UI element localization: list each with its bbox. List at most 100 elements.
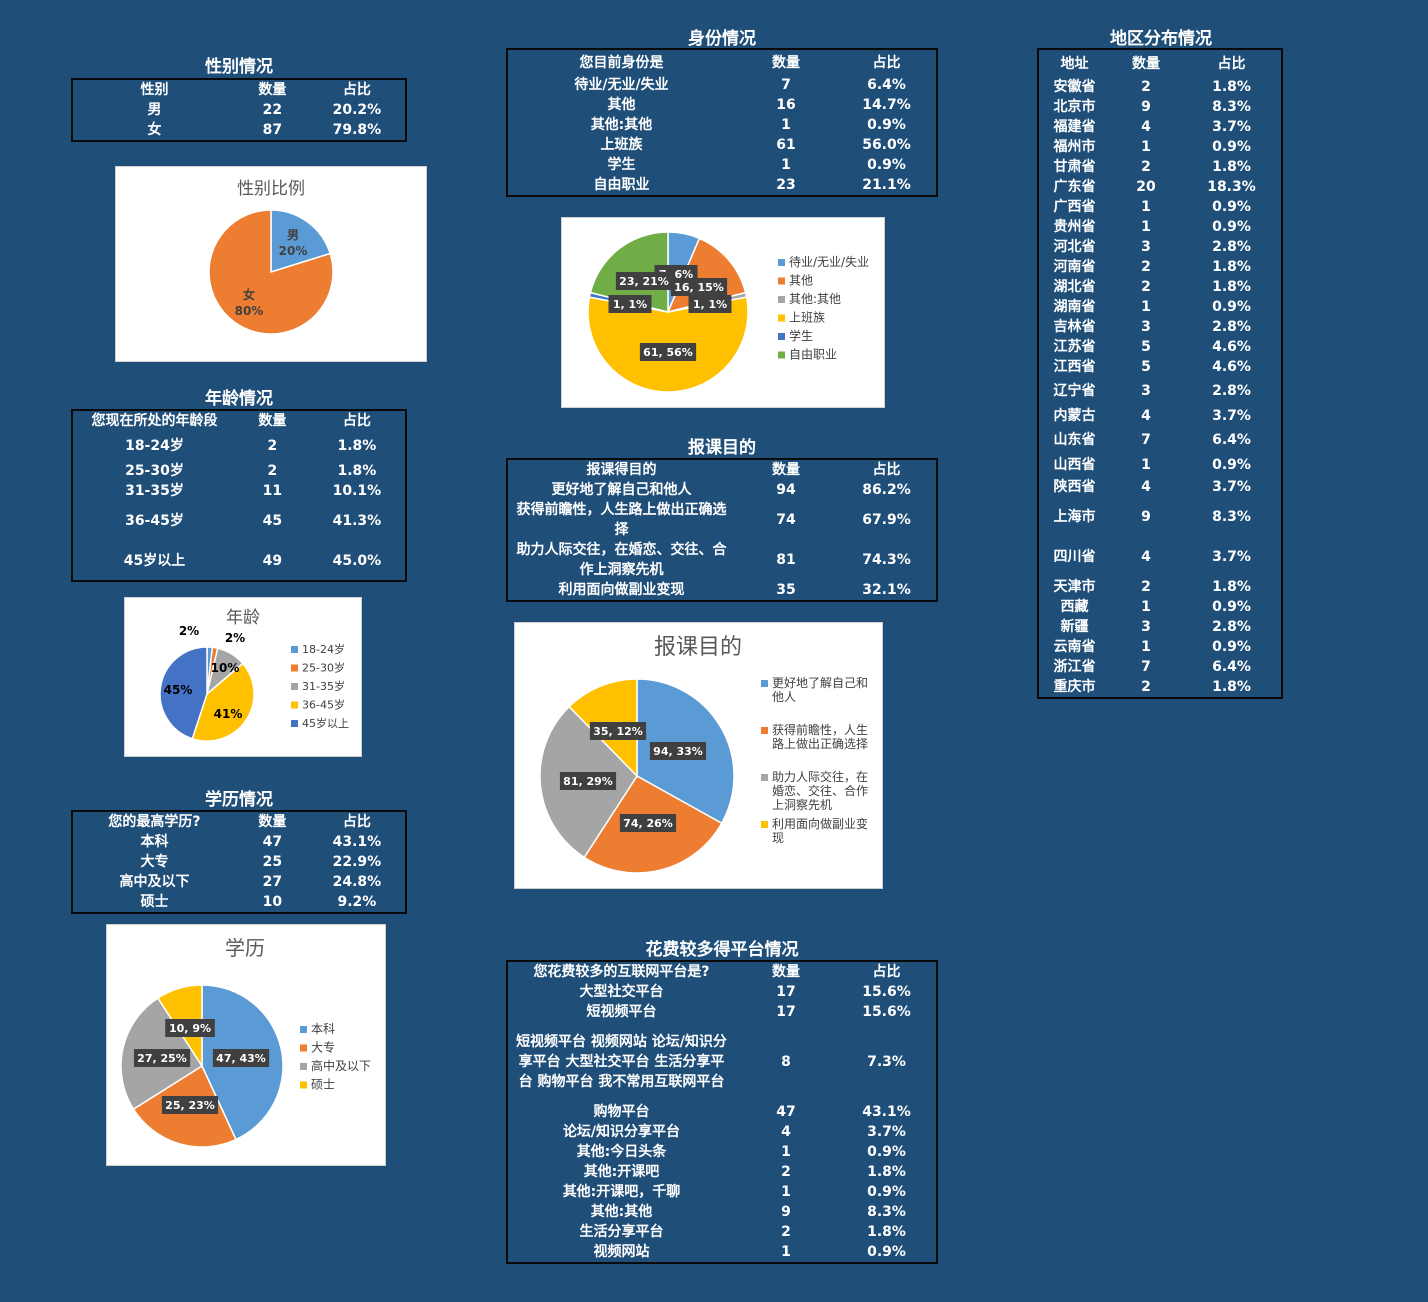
education-chart-card: 47, 43% 25, 23% 27, 25% 10, 9% 学历 本科 大专 高中及以下 硕士 — [106, 924, 386, 1166]
region-cell: 2 — [1141, 159, 1151, 175]
region-cell: 福建省 — [1053, 119, 1096, 135]
legend-swatch — [761, 821, 768, 828]
legend-swatch — [300, 1044, 307, 1052]
legend-swatch — [300, 1063, 307, 1070]
gender-cell: 87 — [262, 122, 283, 138]
identity-header-row: 您目前身份是 数量 占比 — [507, 49, 937, 75]
education-cell: 47 — [262, 834, 283, 850]
age-cell: 25-30岁 — [125, 463, 184, 479]
identity-cell: 学生 — [607, 157, 636, 173]
region-cell: 3.7% — [1212, 479, 1251, 495]
data-label: 20% — [279, 244, 308, 258]
age-header-cell: 您现在所处的年龄段 — [91, 413, 218, 429]
purpose-cell: 利用面向做副业变现 — [558, 582, 685, 598]
legend-swatch — [761, 727, 768, 734]
gender-pie-chart: 男 20% 女 80% 性别比例 — [208, 179, 334, 335]
identity-row: 其他 16 14.7% — [507, 95, 937, 115]
platform-cell: 47 — [776, 1104, 796, 1120]
purpose-cell: 更好地了解自己和他人 — [551, 482, 692, 498]
purpose-pie-chart: 94, 33% 74, 26% 81, 29% 35, 12% 报课目的更好地了解自己和… — [539, 635, 868, 874]
purpose-cell: 32.1% — [862, 582, 911, 598]
legend-entry: 路上做出正确选择 — [772, 736, 868, 751]
region-cell: 7 — [1141, 432, 1151, 448]
platform-cell: 15.6% — [862, 1004, 911, 1020]
identity-header-cell: 您目前身份是 — [579, 54, 664, 71]
region-row: 天津市 2 1.8% — [1038, 577, 1282, 597]
legend-swatch — [291, 701, 298, 709]
data-label-box — [615, 272, 673, 290]
education-row: 硕士 10 9.2% — [72, 892, 406, 913]
region-cell: 重庆市 — [1053, 679, 1096, 695]
data-label: 23, 21% — [619, 275, 669, 288]
region-cell: 3 — [1141, 319, 1151, 335]
platform-cell: 短视频平台 视频网站 论坛/知识分享平台 大型社交平台 生活分享平台 购物平台 … — [516, 1034, 727, 1090]
platform-cell: 8 — [781, 1054, 791, 1070]
region-cell: 9 — [1141, 509, 1151, 525]
data-label: 27, 25% — [137, 1052, 187, 1065]
region-cell: 1.8% — [1212, 279, 1251, 295]
age-cell: 2 — [267, 438, 278, 454]
region-cell: 2 — [1141, 279, 1151, 295]
legend-entry: 待业/无业/失业 — [789, 254, 869, 269]
region-cell: 6.4% — [1212, 432, 1251, 448]
identity-cell: 上班族 — [600, 137, 643, 153]
age-header-cell: 占比 — [342, 413, 371, 429]
platform-header-cell: 您花费较多的互联网平台是? — [533, 964, 710, 980]
region-cell: 3 — [1141, 619, 1151, 635]
purpose-row: 更好地了解自己和他人 94 86.2% — [507, 480, 937, 500]
chart-title: 性别比例 — [237, 179, 305, 199]
region-row: 陕西省 4 3.7% — [1038, 477, 1282, 497]
region-cell: 内蒙古 — [1053, 408, 1096, 424]
purpose-header-cell: 报课得目的 — [586, 462, 657, 478]
identity-cell: 6.4% — [867, 77, 906, 93]
region-header-cell: 数量 — [1132, 55, 1160, 72]
region-cell: 河北省 — [1053, 239, 1096, 255]
platform-cell: 2 — [781, 1224, 791, 1240]
region-header-cell: 占比 — [1217, 55, 1246, 72]
platform-row: 短视频平台 17 15.6% — [507, 1002, 937, 1022]
region-cell: 2 — [1141, 679, 1151, 695]
data-label: 2% — [179, 624, 199, 638]
identity-table: 您目前身份是 数量 占比 待业/无业/失业 7 6.4% 其他 16 14.7% 其他:其他 1 0.… — [506, 48, 938, 197]
region-cell: 1.8% — [1212, 579, 1251, 595]
identity-row: 其他:其他 1 0.9% — [507, 115, 937, 135]
region-row: 重庆市 2 1.8% — [1038, 677, 1282, 698]
region-cell: 1.8% — [1212, 679, 1251, 695]
identity-cell: 21.1% — [862, 177, 911, 193]
platform-cell: 购物平台 — [593, 1104, 650, 1120]
age-row: 45岁以上 49 45.0% — [72, 541, 406, 581]
platform-cell: 论坛/知识分享平台 — [562, 1124, 681, 1140]
region-cell: 0.9% — [1212, 199, 1251, 215]
data-label-box — [559, 772, 617, 790]
gender-header-row: 性别 数量 占比 — [72, 79, 406, 100]
age-cell: 45 — [262, 513, 283, 529]
region-cell: 江西省 — [1053, 359, 1096, 375]
identity-cell: 0.9% — [867, 157, 906, 173]
education-header-cell: 占比 — [342, 814, 371, 830]
education-cell: 10 — [262, 894, 283, 910]
region-row: 辽宁省 3 2.8% — [1038, 377, 1282, 405]
platform-section-title: 花费较多得平台情况 — [645, 940, 799, 960]
region-cell: 5 — [1141, 339, 1151, 355]
age-row: 18-24岁 2 1.8% — [72, 431, 406, 461]
age-row: 36-45岁 45 41.3% — [72, 501, 406, 541]
region-cell: 4 — [1141, 479, 1151, 495]
identity-cell: 56.0% — [862, 137, 911, 153]
region-header-cell: 地址 — [1060, 55, 1089, 72]
data-label: 45% — [164, 683, 193, 697]
platform-header-cell: 数量 — [772, 964, 800, 980]
platform-row: 论坛/知识分享平台 4 3.7% — [507, 1122, 937, 1142]
platform-cell: 43.1% — [862, 1104, 911, 1120]
legend-swatch — [300, 1081, 307, 1089]
region-cell: 广东省 — [1053, 179, 1096, 195]
purpose-header-row: 报课得目的 数量 占比 — [507, 459, 937, 480]
data-label-box — [619, 814, 677, 832]
data-label: 10, 9% — [169, 1022, 211, 1035]
platform-cell: 其他:今日头条 — [576, 1144, 667, 1160]
region-cell: 北京市 — [1053, 99, 1096, 115]
legend-entry: 自由职业 — [789, 348, 837, 362]
pie-slice — [270, 209, 332, 274]
platform-cell: 7.3% — [867, 1054, 906, 1070]
region-row: 吉林省 3 2.8% — [1038, 317, 1282, 337]
